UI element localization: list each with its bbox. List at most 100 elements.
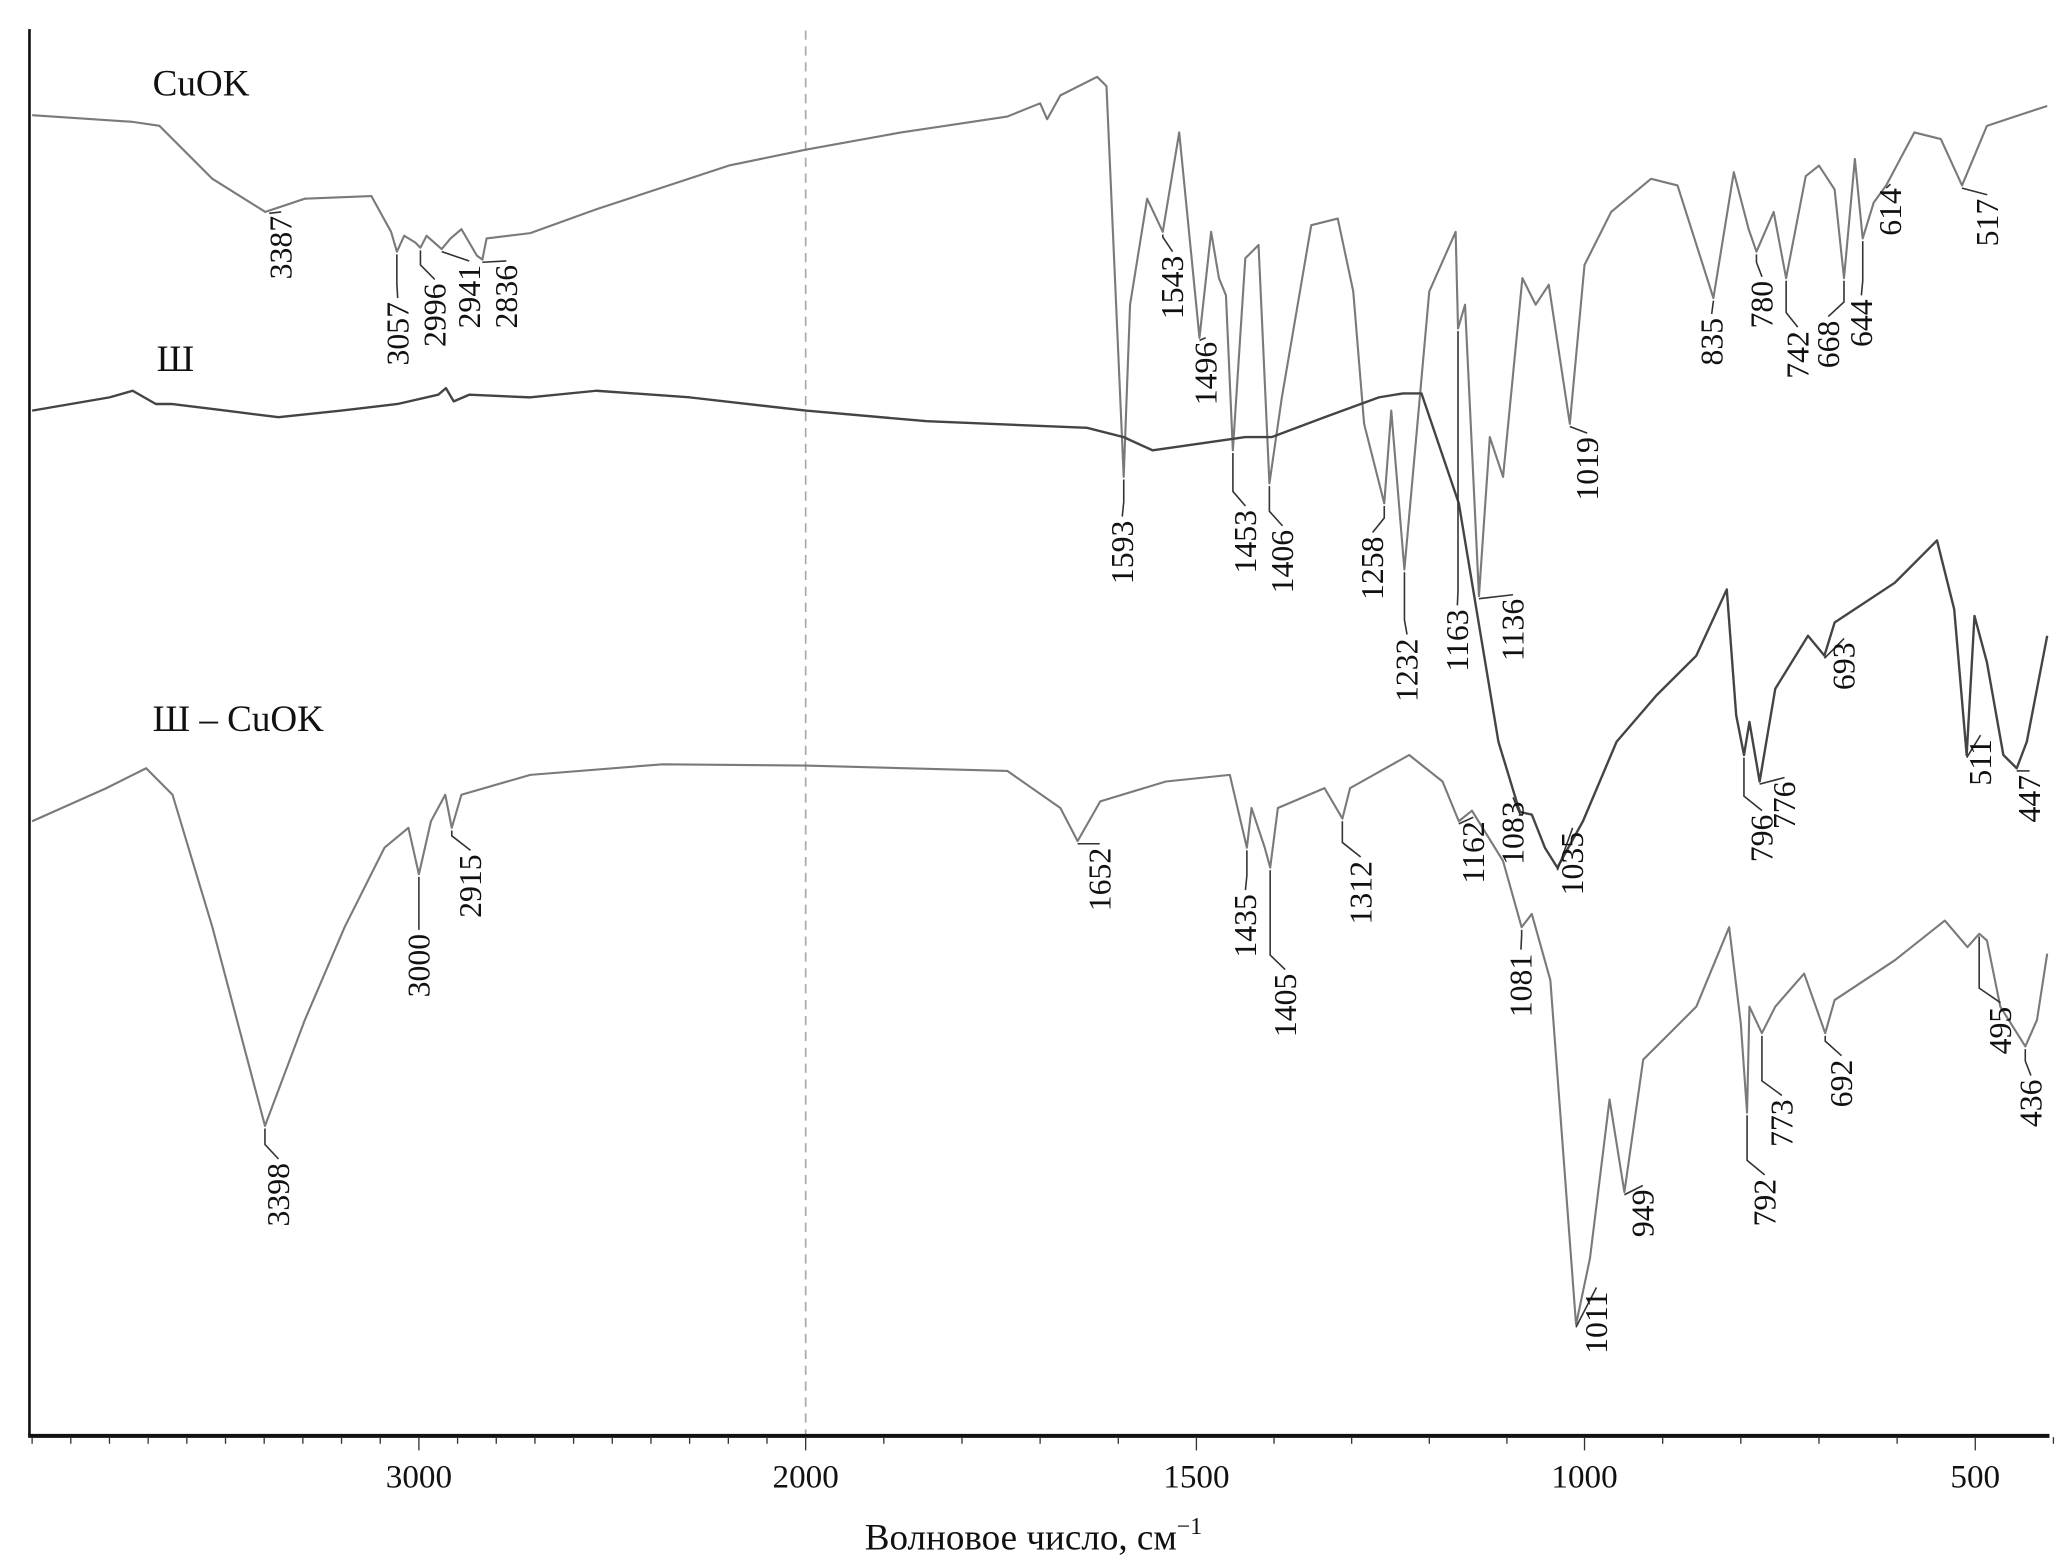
peak-annotation: 1496 [1188,337,1223,406]
peak-label: 447 [2012,775,2047,823]
peak-label: 692 [1824,1060,1859,1108]
peak-annotation: 614 [1873,183,1908,236]
peak-label: 1312 [1343,861,1378,925]
series-line-2 [31,753,2049,1326]
leader-line [1512,797,1521,815]
peak-annotation: 3387 [264,211,299,280]
peak-annotation: 1019 [1569,425,1605,501]
peak-label: 3398 [261,1163,296,1227]
series-label: Ш – CuOK [153,699,325,740]
peak-annotation: 1405 [1268,870,1303,1037]
peak-annotation: 1652 [1077,842,1117,912]
peak-annotation: 780 [1745,254,1780,328]
peak-annotation: 949 [1624,1184,1660,1237]
peak-annotation: 692 [1824,1035,1859,1108]
peak-annotation: 668 [1811,280,1846,369]
leader-line [1269,870,1286,971]
spectra [31,75,2049,1326]
peak-annotation: 1543 [1155,234,1190,319]
peak-label: 3057 [380,302,415,366]
peak-annotation: 835 [1694,300,1729,366]
x-tick-label: 2000 [773,1458,839,1495]
peak-label: 668 [1811,321,1846,369]
peak-label: 495 [1983,1007,2018,1055]
peak-annotations: 3387 3057 2996 2941 2836 1593 1543 1496 1453 1406… [261,183,2049,1354]
leader-line [1827,280,1845,318]
peak-label: 1083 [1496,801,1531,865]
peak-label: 1136 [1496,599,1531,661]
peak-annotation: 517 [1961,187,2005,247]
peak-label: 1406 [1265,530,1300,594]
peak-annotation: 447 [2012,770,2047,823]
leader-line [1961,187,1988,196]
peak-label: 2915 [453,854,488,918]
peak-annotation: 776 [1759,776,1802,830]
leader-line [1478,593,1514,600]
peak-label: 517 [1970,199,2005,247]
series-label: Ш [157,339,194,380]
peak-label: 792 [1747,1179,1782,1227]
peak-annotation: 1011 [1575,1287,1614,1354]
leader-line [1556,827,1574,871]
peak-annotation: 2996 [417,250,452,347]
peak-label: 1543 [1155,256,1190,320]
peak-annotation: 1593 [1105,479,1140,584]
peak-label: 1258 [1355,536,1390,600]
peak-label: 3387 [264,216,299,280]
leader-line [419,250,436,281]
peak-annotation: 1083 [1496,797,1531,865]
leader-line [1162,234,1174,253]
x-axis-tick-labels: 3000 2000 1500 1000 500 [386,1458,2000,1495]
peak-annotation: 495 [1978,936,2018,1055]
peak-label: 1652 [1082,848,1117,912]
peak-annotation: 1035 [1555,827,1590,896]
peak-label: 949 [1625,1189,1660,1237]
peak-label: 1496 [1188,342,1223,406]
leader-line [441,250,470,262]
leader-line [1860,241,1864,296]
peak-annotation: 511 [1963,734,1998,786]
series-labels: CuOK Ш Ш – CuOK [153,63,325,740]
leader-line [1978,936,2001,1004]
peak-label: 776 [1767,782,1802,830]
leader-line [1268,486,1284,527]
leader-line [1785,280,1799,328]
leader-line [1743,757,1763,812]
peak-label: 644 [1844,299,1879,347]
peak-label: 1593 [1105,521,1140,585]
leader-line [396,254,399,299]
peak-annotation: 742 [1780,280,1815,379]
x-tick-label: 1000 [1551,1458,1617,1495]
leader-line [482,260,507,264]
peak-annotation: 3000 [401,876,436,998]
leader-line [1121,479,1125,517]
peak-annotation: 1406 [1265,486,1300,593]
peak-annotation: 3398 [261,1128,296,1227]
peak-annotation: 1232 [1390,572,1425,702]
peak-annotation: 1435 [1228,850,1263,958]
leader-line [2024,1049,2032,1076]
peak-label: 1035 [1555,832,1590,896]
peak-label: 1163 [1440,609,1475,671]
peak-label: 1162 [1456,821,1491,883]
leader-line [1746,1115,1766,1176]
peak-label: 1011 [1579,1291,1614,1353]
peak-annotation: 773 [1761,1035,1799,1147]
peak-label: 3000 [401,934,436,998]
peak-label: 796 [1745,815,1780,863]
peak-annotation: 1081 [1504,929,1539,1017]
peak-annotation: 693 [1823,637,1862,690]
peak-annotation: 1312 [1341,821,1378,925]
leader-line [269,211,282,215]
leader-line [1823,637,1845,659]
peak-annotation: 796 [1743,757,1780,863]
leader-line [1759,776,1785,785]
peak-label: 2941 [452,265,487,329]
leader-line [1966,734,1982,759]
leader-line [1456,331,1459,606]
leader-line [1569,425,1588,434]
leader-line [1885,183,1892,189]
leader-line [450,830,472,852]
peak-annotation: 792 [1746,1115,1782,1227]
